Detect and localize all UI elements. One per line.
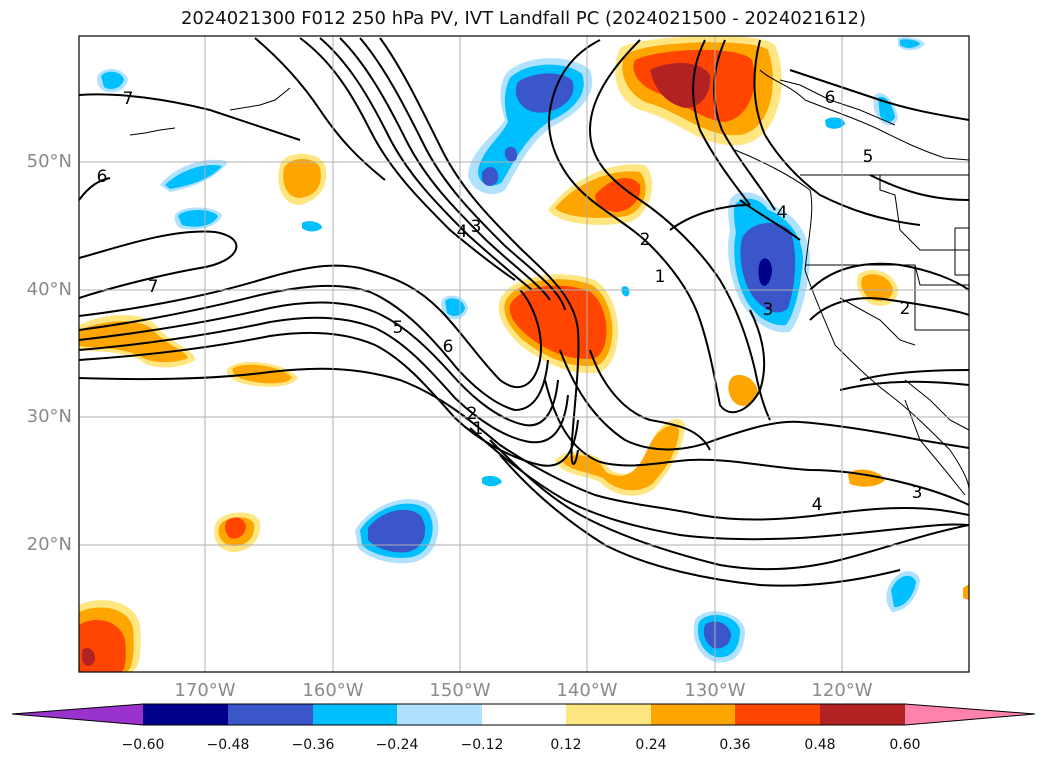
- map-frame: [78, 35, 970, 673]
- colorbar-tick-label: −0.36: [291, 737, 335, 753]
- contour-label: 6: [825, 88, 836, 108]
- contour-label: 7: [123, 89, 134, 109]
- contour-label: 6: [443, 337, 454, 357]
- colorbar-tick-label: −0.24: [375, 737, 419, 753]
- contour-label: 6: [97, 167, 108, 187]
- contour-label: 2: [467, 404, 478, 424]
- lon-label-160w: 160°W: [302, 680, 364, 701]
- contour-label: 2: [640, 230, 651, 250]
- contour-label: 3: [471, 217, 482, 237]
- colorbar-tick-label: 0.60: [889, 737, 921, 753]
- contour-label: 3: [763, 300, 774, 320]
- colorbar-tick-label: 0.48: [804, 737, 836, 753]
- lon-label-150w: 150°W: [429, 680, 491, 701]
- positive-anomaly-shading: [79, 36, 969, 672]
- contour-label: 1: [655, 267, 666, 287]
- colorbar-tick-label: −0.48: [206, 737, 250, 753]
- graticule: [79, 36, 969, 672]
- lat-label-50n: 50°N: [26, 151, 72, 172]
- contour-label: 5: [393, 318, 404, 338]
- colorbar-tick-label: 0.12: [550, 737, 582, 753]
- colorbar-tick-label: −0.12: [460, 737, 504, 753]
- colorbar: [11, 703, 1036, 726]
- coastlines: [129, 69, 969, 496]
- contour-label: 4: [812, 495, 823, 515]
- map-title: 2024021300 F012 250 hPa PV, IVT Landfall…: [180, 8, 867, 29]
- lon-label-120w: 120°W: [811, 680, 873, 701]
- colorbar-tick-label: 0.36: [719, 737, 751, 753]
- contour-label: 1: [473, 419, 484, 439]
- contour-label: 3: [912, 483, 923, 503]
- contour-label: 5: [863, 147, 874, 167]
- contour-label: 7: [148, 277, 159, 297]
- lat-label-20n: 20°N: [26, 534, 72, 555]
- lon-label-130w: 130°W: [684, 680, 746, 701]
- colorbar-tick-label: 0.24: [635, 737, 667, 753]
- lon-label-170w: 170°W: [174, 680, 236, 701]
- lon-label-140w: 140°W: [556, 680, 618, 701]
- colorbar-tick-label: −0.60: [121, 737, 165, 753]
- contour-label: 4: [457, 222, 468, 242]
- contour-label: 2: [900, 299, 911, 319]
- lat-label-30n: 30°N: [26, 406, 72, 427]
- lat-label-40n: 40°N: [26, 279, 72, 300]
- contour-label: 4: [777, 203, 788, 223]
- negative-anomaly-shading: [97, 37, 925, 663]
